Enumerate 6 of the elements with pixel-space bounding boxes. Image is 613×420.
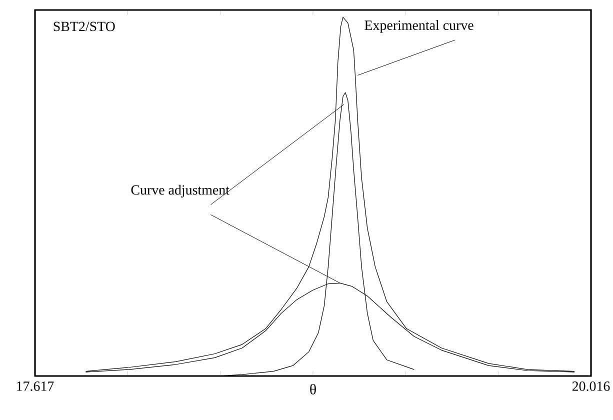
annotation: Curve adjustment	[131, 184, 230, 198]
x-tick-label: 17.617	[17, 382, 54, 391]
annotation: Experimental curve	[364, 20, 474, 33]
x-axis-title: θ	[310, 384, 316, 394]
x-tick-label: 20.016	[572, 382, 610, 391]
annotation: SBT2/STO	[54, 22, 115, 32]
